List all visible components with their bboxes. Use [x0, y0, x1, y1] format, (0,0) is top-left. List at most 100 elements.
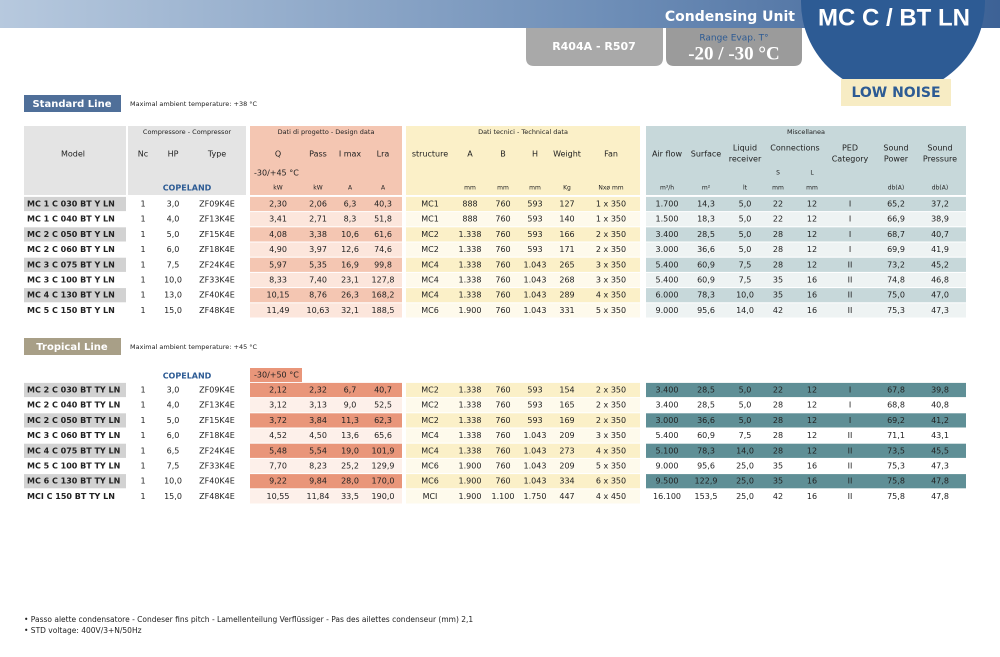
cell-bg	[250, 288, 402, 303]
cell: 47,3	[931, 306, 949, 315]
cell: 1	[140, 401, 145, 410]
cell-bg	[250, 272, 402, 288]
subcolumn-header: L	[810, 170, 814, 177]
cell-bg	[250, 458, 402, 474]
cell: 37,2	[931, 200, 949, 209]
cell: 75,3	[887, 306, 905, 315]
cell: 1.338	[459, 386, 482, 395]
cell-bg	[250, 368, 302, 382]
cell: 35	[773, 276, 783, 285]
cell: 32,1	[341, 306, 359, 315]
cell: 45,5	[931, 446, 949, 455]
cell: 6 x 350	[596, 477, 626, 486]
cell: 22	[773, 386, 783, 395]
cell: 760	[495, 431, 510, 440]
cell: 68,7	[887, 230, 905, 239]
cell: 7,5	[167, 260, 180, 269]
model-name: MC 4 C 130 BT Y LN	[27, 291, 115, 300]
cell-bg	[646, 257, 966, 272]
cell: 593	[527, 416, 542, 425]
column-header: Type	[207, 150, 226, 159]
cell: 1.043	[524, 260, 547, 269]
cell: 45,2	[931, 260, 949, 269]
cell: 2 x 350	[596, 401, 626, 410]
cell: 61,6	[374, 230, 392, 239]
cell-bg	[406, 227, 640, 242]
cell: 75,3	[887, 462, 905, 471]
cell: II	[848, 477, 853, 486]
cell: 13,6	[341, 431, 359, 440]
cell: 4,52	[269, 431, 287, 440]
cell: 760	[495, 416, 510, 425]
cell: ZF33K4E	[199, 462, 235, 471]
cell: 4,90	[269, 245, 287, 254]
cell-bg	[250, 126, 402, 195]
unit: mm	[772, 185, 784, 192]
cell: 67,8	[887, 386, 905, 395]
cell-bg	[646, 126, 966, 195]
cell: 5,54	[309, 446, 327, 455]
cell: 888	[462, 200, 477, 209]
cell: 95,6	[697, 306, 715, 315]
cell: 5,0	[167, 416, 180, 425]
cell: 62,3	[374, 416, 392, 425]
section-tag	[24, 95, 121, 112]
cell: 188,5	[372, 306, 395, 315]
cell: 10,15	[267, 291, 290, 300]
cell: I	[849, 401, 851, 410]
cell-bg	[250, 303, 402, 318]
cell: 5 x 350	[596, 306, 626, 315]
cell: 19,0	[341, 446, 359, 455]
section-title: Tropical Line	[36, 342, 108, 353]
series-title: MC C / BT LN	[818, 4, 970, 31]
cell: ZF09K4E	[199, 200, 235, 209]
cell: MC2	[421, 401, 439, 410]
cell: 26,3	[341, 291, 359, 300]
cell: 12,6	[341, 245, 359, 254]
cell: 10,63	[307, 306, 330, 315]
cell: II	[848, 431, 853, 440]
cell: 3,0	[167, 386, 180, 395]
unit: m³/h	[660, 185, 674, 192]
cell: 268	[559, 276, 574, 285]
cell-bg	[250, 196, 402, 212]
cell: 3,12	[269, 401, 287, 410]
cell: 7,5	[167, 462, 180, 471]
unit: mm	[529, 185, 541, 192]
column-header: H	[532, 150, 538, 159]
cell: 75,8	[887, 477, 905, 486]
cell: 760	[495, 446, 510, 455]
cell-bg	[406, 443, 640, 458]
column-header: HP	[168, 150, 179, 159]
cell: ZF48K4E	[199, 306, 235, 315]
unit: db(A)	[888, 185, 904, 192]
column-header: Lra	[377, 150, 390, 159]
cell: 3.400	[656, 386, 679, 395]
cell: 760	[495, 215, 510, 224]
column-header: Sound	[883, 144, 908, 153]
cell: 47,0	[931, 291, 949, 300]
refrigerant-tab	[526, 28, 663, 66]
unit: Kg	[563, 185, 571, 192]
column-header: Fan	[604, 150, 618, 159]
cell: 265	[559, 260, 574, 269]
cell: MC2	[421, 386, 439, 395]
unit: kW	[313, 185, 322, 192]
cell: 1.700	[656, 200, 679, 209]
model-name: MC 2 C 060 BT Y LN	[27, 245, 115, 254]
cell: ZF18K4E	[199, 245, 235, 254]
cell: 10,55	[267, 492, 290, 501]
cell: 8,23	[309, 462, 327, 471]
cell: 14,0	[736, 446, 754, 455]
subcolumn-header: S	[776, 170, 780, 177]
cell: 69,9	[887, 245, 905, 254]
cell: 1	[140, 291, 145, 300]
cell: 12	[807, 245, 817, 254]
cell: 40,7	[931, 230, 949, 239]
cell: 1.900	[459, 492, 482, 501]
cell: 60,9	[697, 260, 715, 269]
cell-bg	[24, 257, 126, 272]
cell: 16	[807, 306, 817, 315]
unit: Nxø mm	[598, 185, 623, 192]
cell: 5,0	[739, 416, 752, 425]
